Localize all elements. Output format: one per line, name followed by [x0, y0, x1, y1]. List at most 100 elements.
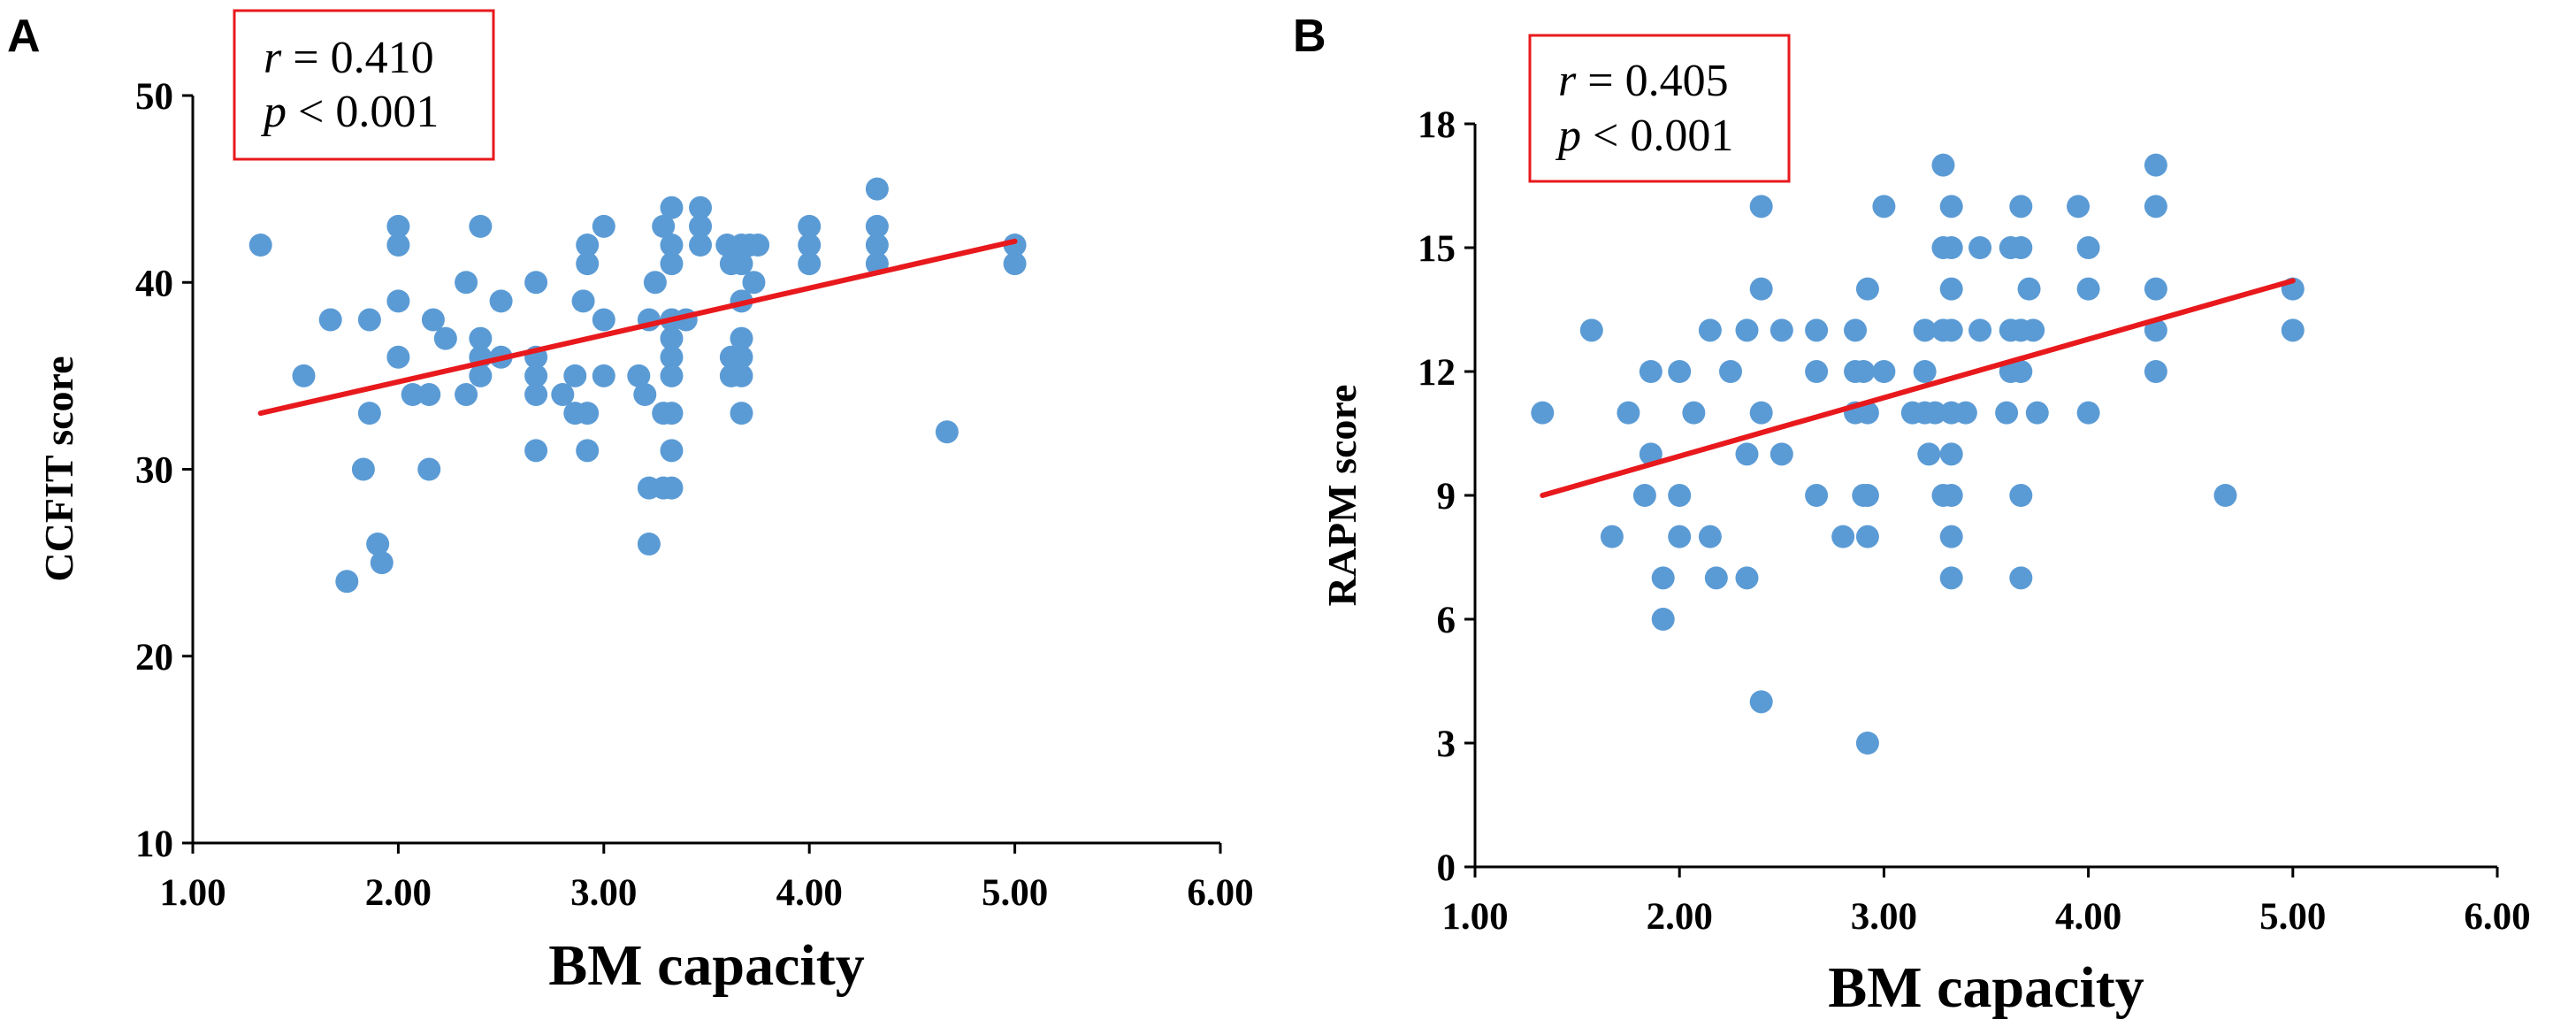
- data-point: [730, 326, 753, 350]
- stat-r: r = 0.410: [264, 33, 434, 83]
- data-point: [1855, 525, 1879, 548]
- data-point: [1913, 318, 1937, 342]
- data-point: [1939, 442, 1963, 466]
- data-point: [798, 252, 822, 276]
- x-tick-label: 1.00: [1441, 896, 1508, 938]
- data-point: [1939, 525, 1963, 548]
- data-point: [318, 308, 342, 332]
- data-point: [576, 234, 600, 257]
- y-tick-label: 9: [1437, 476, 1456, 517]
- data-point: [524, 364, 548, 387]
- y-tick-label: 40: [135, 263, 173, 304]
- data-point: [1735, 566, 1759, 590]
- x-tick-label: 3.00: [570, 872, 637, 914]
- data-point: [1735, 442, 1759, 466]
- data-point: [1651, 566, 1675, 590]
- y-tick-label: 6: [1437, 600, 1456, 641]
- x-tick-label: 2.00: [1647, 896, 1713, 938]
- y-tick-label: 0: [1437, 847, 1456, 889]
- data-point: [524, 439, 548, 463]
- data-point: [2076, 236, 2100, 259]
- y-tick-label: 20: [135, 637, 173, 678]
- data-point: [1749, 401, 1773, 425]
- y-tick-label: 15: [1418, 228, 1456, 270]
- data-point: [357, 308, 381, 332]
- y-tick-label: 12: [1418, 352, 1456, 394]
- data-point: [2009, 484, 2033, 507]
- data-point: [1668, 525, 1692, 548]
- data-point: [1698, 525, 1722, 548]
- data-point: [576, 252, 600, 276]
- data-point: [689, 214, 713, 238]
- x-tick-label: 6.00: [1187, 872, 1253, 914]
- data-point: [2144, 360, 2167, 383]
- data-point: [730, 364, 753, 387]
- data-point: [366, 533, 390, 556]
- trend-line: [257, 238, 1018, 417]
- stat-p-symbol: p: [1555, 111, 1581, 161]
- x-tick-label: 2.00: [365, 872, 432, 914]
- stat-p-symbol: p: [260, 87, 287, 137]
- data-point: [469, 364, 493, 387]
- data-point: [1831, 525, 1855, 548]
- data-point: [627, 364, 651, 387]
- data-point: [592, 308, 615, 332]
- data-point: [637, 533, 661, 556]
- stat-p: p < 0.001: [1555, 111, 1733, 161]
- data-point: [1003, 234, 1027, 257]
- data-point: [2144, 277, 2167, 301]
- data-point: [1749, 195, 1773, 218]
- data-point: [1872, 360, 1896, 383]
- chart-panel-b: B 0 3 6 9 12 15 18 1.00 2.00 3.00 4.00 5.00 6.00 BM ca…: [1293, 11, 2531, 1020]
- x-axis-title: BM capacity: [548, 933, 864, 998]
- x-tick-label: 1.00: [159, 872, 225, 914]
- data-point: [660, 476, 684, 500]
- data-point: [798, 214, 822, 238]
- data-point: [1749, 277, 1773, 301]
- stat-r-value: = 0.405: [1576, 56, 1728, 106]
- data-point: [2144, 195, 2167, 218]
- x-tick-label: 4.00: [776, 872, 843, 914]
- trend-line: [1540, 278, 2296, 498]
- data-point: [1805, 318, 1829, 342]
- data-point: [1855, 484, 1879, 507]
- data-point: [292, 364, 316, 387]
- data-point: [524, 383, 548, 406]
- stat-r: r = 0.405: [1558, 56, 1729, 106]
- data-point: [2144, 318, 2167, 342]
- data-point: [1579, 318, 1603, 342]
- data-point: [417, 457, 441, 481]
- data-point: [1939, 484, 1963, 507]
- y-axis-title: CCFIT score: [36, 356, 81, 581]
- data-point: [370, 551, 394, 575]
- data-point: [357, 402, 381, 425]
- data-point: [563, 364, 587, 387]
- data-point: [1917, 442, 1941, 466]
- y-axis-title: RAPM score: [1319, 385, 1364, 607]
- chart-panel-a: A 10 20 30 40 50 1.00 2.00 3.00 4.00 5.00 6.00 BM ca…: [7, 9, 1254, 998]
- data-point: [469, 326, 493, 350]
- data-point: [571, 289, 595, 313]
- data-point: [386, 289, 410, 313]
- data-point: [2067, 195, 2091, 218]
- data-point: [1939, 566, 1963, 590]
- data-point: [1805, 360, 1829, 383]
- data-point: [1855, 277, 1879, 301]
- data-point: [746, 234, 770, 257]
- y-tick-label: 10: [135, 824, 173, 865]
- data-point: [660, 195, 684, 219]
- data-point: [2025, 401, 2049, 425]
- data-point: [1968, 236, 1992, 259]
- data-point: [689, 234, 713, 257]
- data-point: [1600, 525, 1624, 548]
- data-point: [351, 457, 375, 481]
- data-point: [2009, 566, 2033, 590]
- data-point: [1682, 401, 1706, 425]
- data-point: [1639, 442, 1663, 466]
- data-point: [730, 402, 753, 425]
- stat-r-symbol: r: [264, 33, 282, 83]
- x-axis-title: BM capacity: [1828, 955, 2144, 1020]
- data-point: [2076, 401, 2100, 425]
- x-tick-label: 4.00: [2055, 896, 2121, 938]
